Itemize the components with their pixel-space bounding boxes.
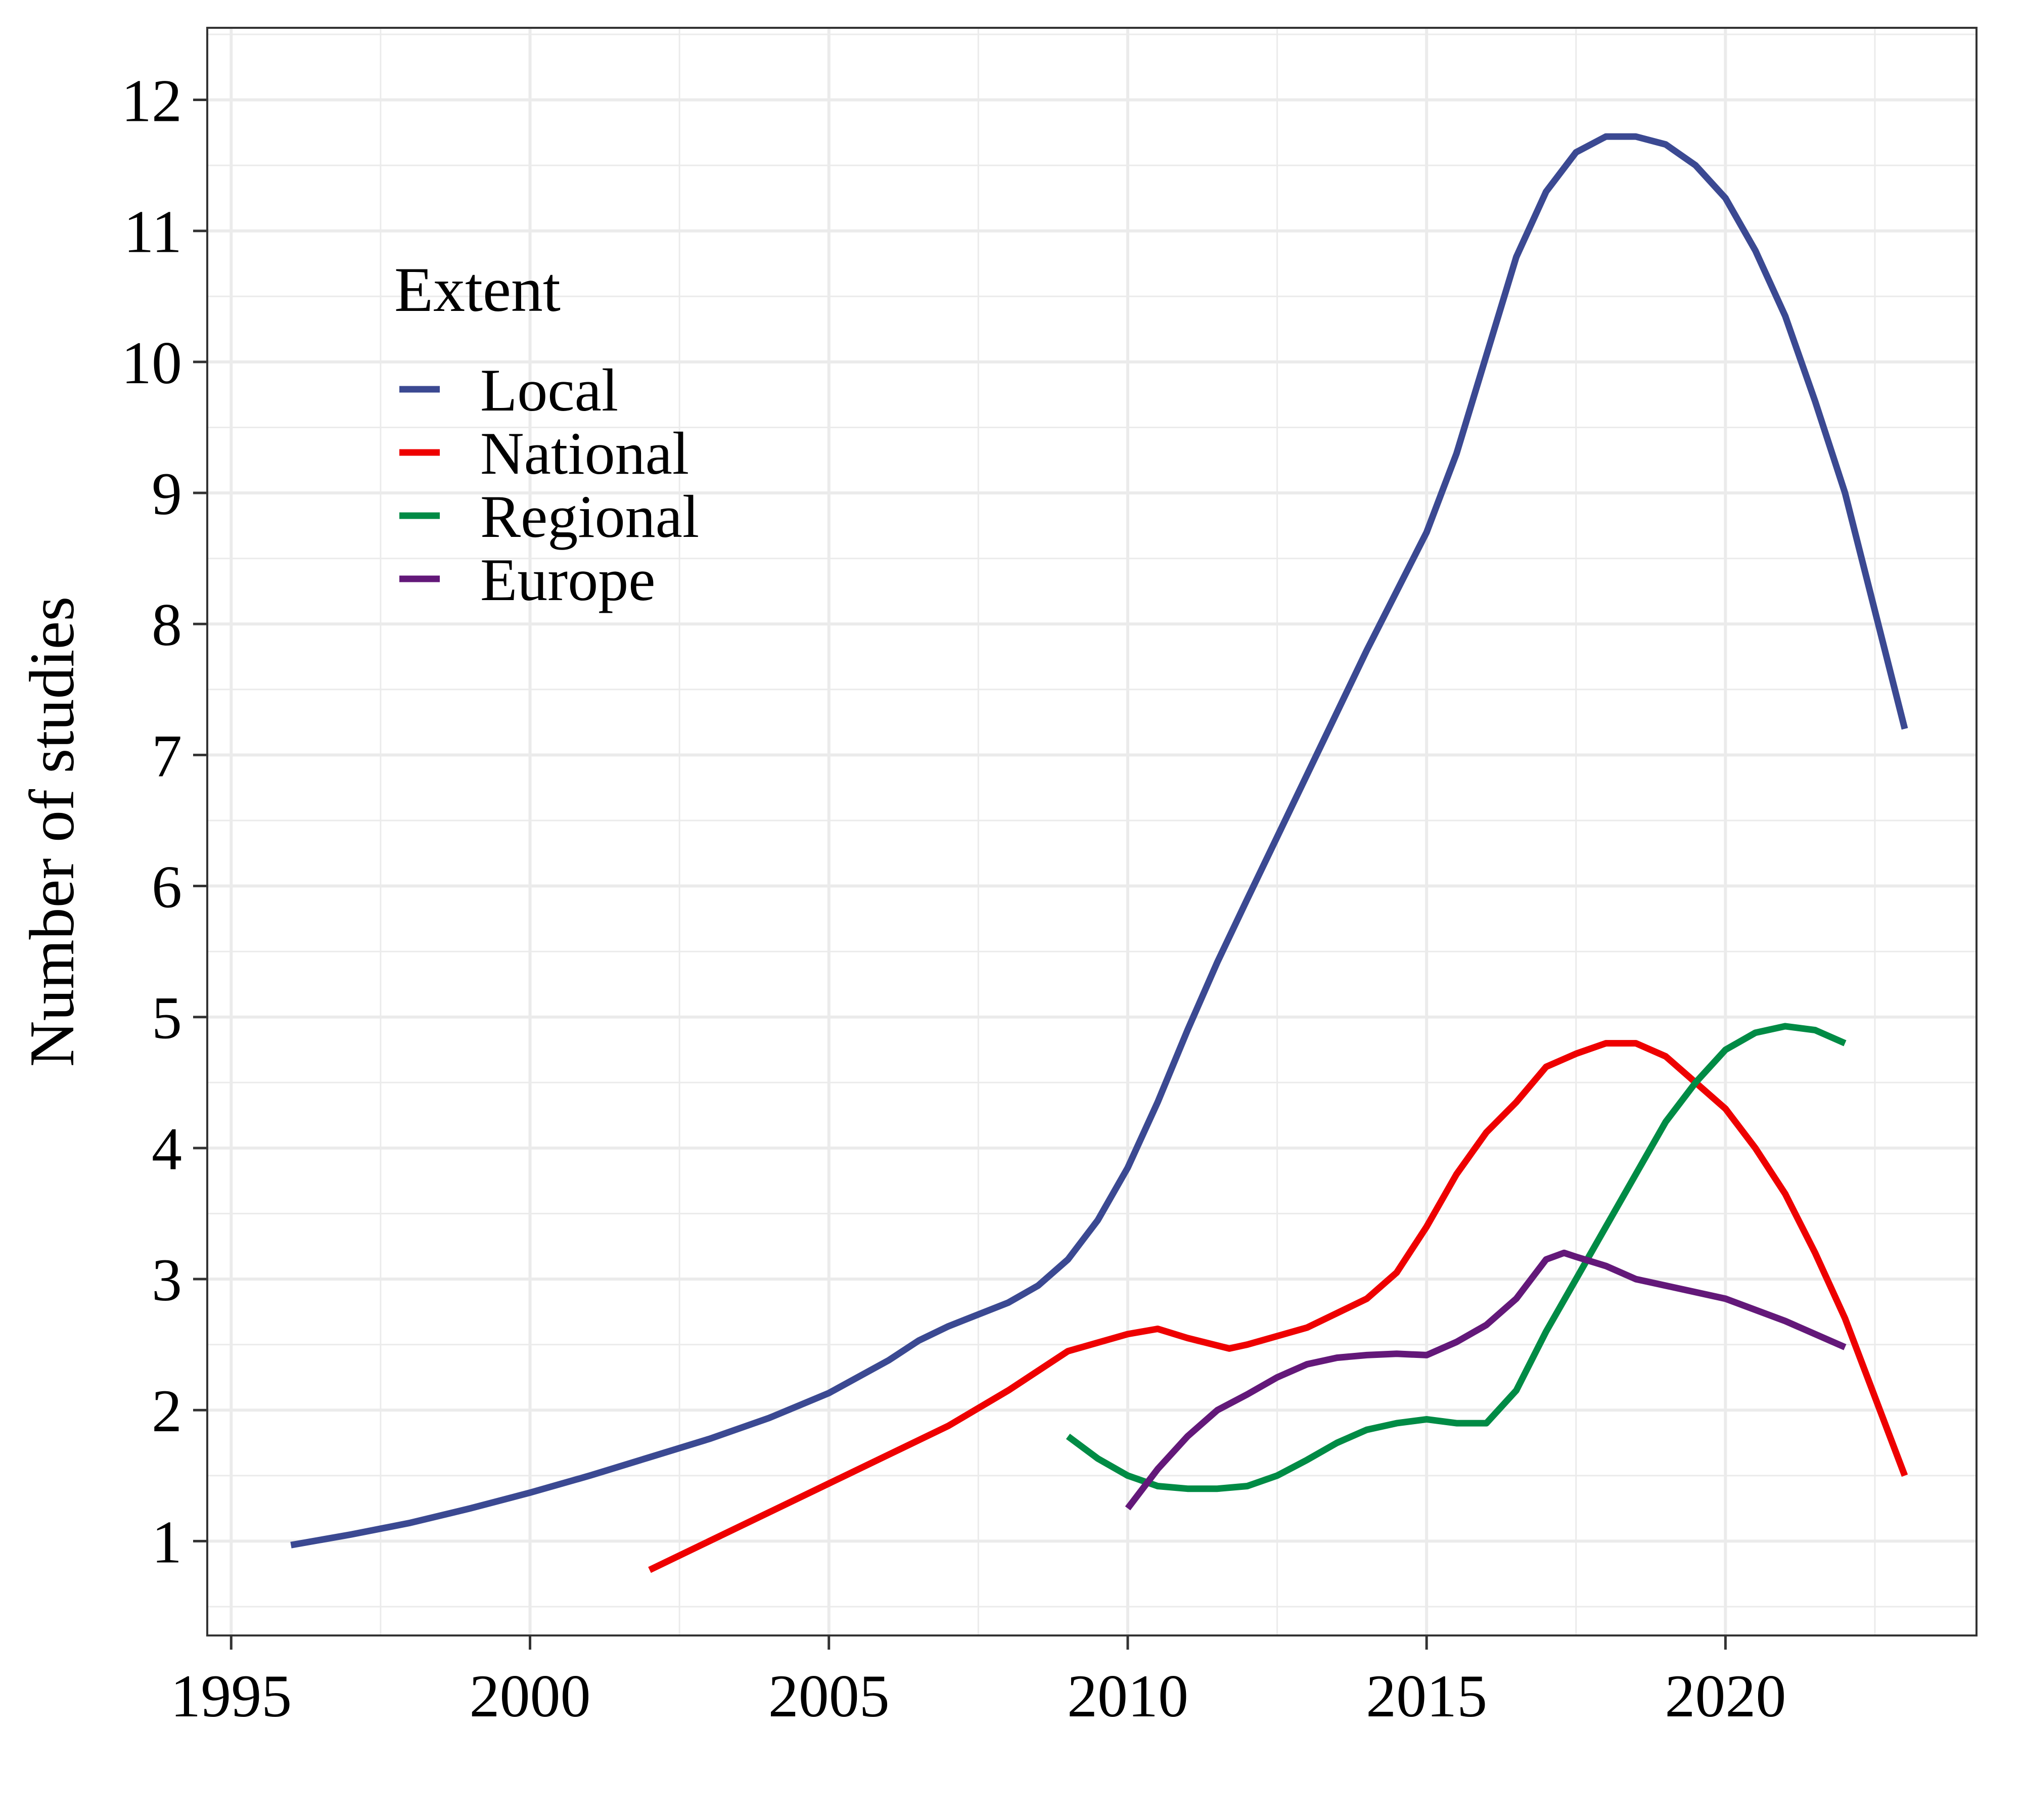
y-tick-label: 9 [152, 460, 182, 527]
y-tick-label: 5 [152, 984, 182, 1052]
y-tick-label: 11 [123, 198, 182, 265]
legend-title: Extent [394, 255, 561, 325]
x-tick-label: 2005 [768, 1662, 890, 1730]
legend-label-local: Local [480, 356, 618, 424]
series-lines [290, 133, 1908, 1573]
panel-border [206, 27, 1978, 1636]
y-tick-label: 3 [152, 1246, 182, 1313]
minor-gridlines [207, 28, 1977, 1635]
y-tick-label: 8 [152, 591, 182, 658]
y-tick-label: 1 [152, 1508, 182, 1575]
y-tick-label: 12 [121, 67, 182, 134]
series-line-europe [1125, 1249, 1847, 1511]
series-line-national [648, 1040, 1908, 1573]
x-tick-label: 2015 [1366, 1662, 1487, 1730]
major-gridlines [207, 28, 1977, 1635]
y-tick-label: 7 [152, 722, 182, 789]
x-tick-label: 2010 [1067, 1662, 1188, 1730]
y-tick-label: 2 [152, 1377, 182, 1444]
legend-label-regional: Regional [480, 483, 699, 550]
x-axis: 1995 2000 2005 2010 2015 2020 [170, 1635, 1786, 1730]
series-line-regional [1066, 1023, 1847, 1492]
legend-label-europe: Europe [480, 546, 656, 613]
y-tick-label: 6 [152, 853, 182, 921]
y-axis-title: Number of studies [17, 597, 87, 1067]
x-tick-label: 2020 [1665, 1662, 1786, 1730]
y-tick-label: 4 [152, 1115, 182, 1182]
series-line-local [290, 133, 1908, 1549]
x-tick-label: 2000 [470, 1662, 591, 1730]
x-tick-label: 1995 [170, 1662, 292, 1730]
y-tick-label: 10 [121, 329, 182, 396]
legend-label-national: National [480, 420, 689, 487]
